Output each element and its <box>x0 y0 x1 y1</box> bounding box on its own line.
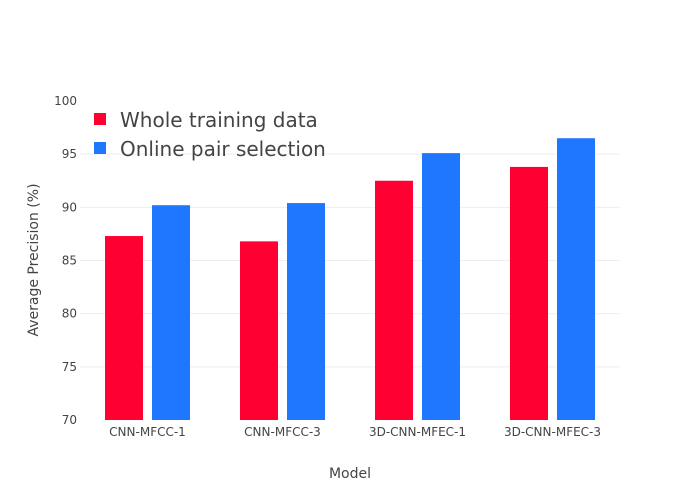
legend[interactable]: Whole training data Online pair selection <box>94 108 326 161</box>
x-tick-label: 3D-CNN-MFEC-3 <box>504 425 601 439</box>
x-tick-label: 3D-CNN-MFEC-1 <box>369 425 466 439</box>
legend-label: Whole training data <box>120 108 318 132</box>
legend-label: Online pair selection <box>120 137 326 161</box>
bar-online-pair-selection-2[interactable] <box>422 153 460 420</box>
bar-whole-training-data-1[interactable] <box>240 241 278 420</box>
bar-whole-training-data-3[interactable] <box>510 166 548 420</box>
bar-whole-training-data-2[interactable] <box>375 180 413 420</box>
x-tick-label: CNN-MFCC-3 <box>244 425 321 439</box>
y-tick-label: 80 <box>62 307 77 321</box>
y-tick-label: 85 <box>62 254 77 268</box>
legend-item[interactable]: Whole training data <box>94 108 318 132</box>
x-axis-title: Model <box>329 466 371 482</box>
bar-online-pair-selection-0[interactable] <box>152 205 190 420</box>
y-tick-label: 90 <box>62 200 77 214</box>
y-tick-label: 75 <box>62 360 77 374</box>
legend-swatch <box>94 113 106 125</box>
y-tick-label: 70 <box>62 413 77 427</box>
bars <box>105 138 595 420</box>
y-tick-label: 95 <box>62 147 77 161</box>
bar-online-pair-selection-3[interactable] <box>557 138 595 420</box>
bar-whole-training-data-0[interactable] <box>105 236 143 420</box>
x-axis-ticks: CNN-MFCC-1 CNN-MFCC-3 3D-CNN-MFEC-1 3D-CNN-… <box>109 425 601 439</box>
legend-swatch <box>94 142 106 154</box>
legend-item[interactable]: Online pair selection <box>94 137 326 161</box>
bar-online-pair-selection-1[interactable] <box>287 203 325 420</box>
y-axis-title: Average Precision (%) <box>26 183 42 336</box>
y-axis-ticks: 70 75 80 85 90 95 100 <box>54 94 77 427</box>
x-tick-label: CNN-MFCC-1 <box>109 425 186 439</box>
y-tick-label: 100 <box>54 94 77 108</box>
